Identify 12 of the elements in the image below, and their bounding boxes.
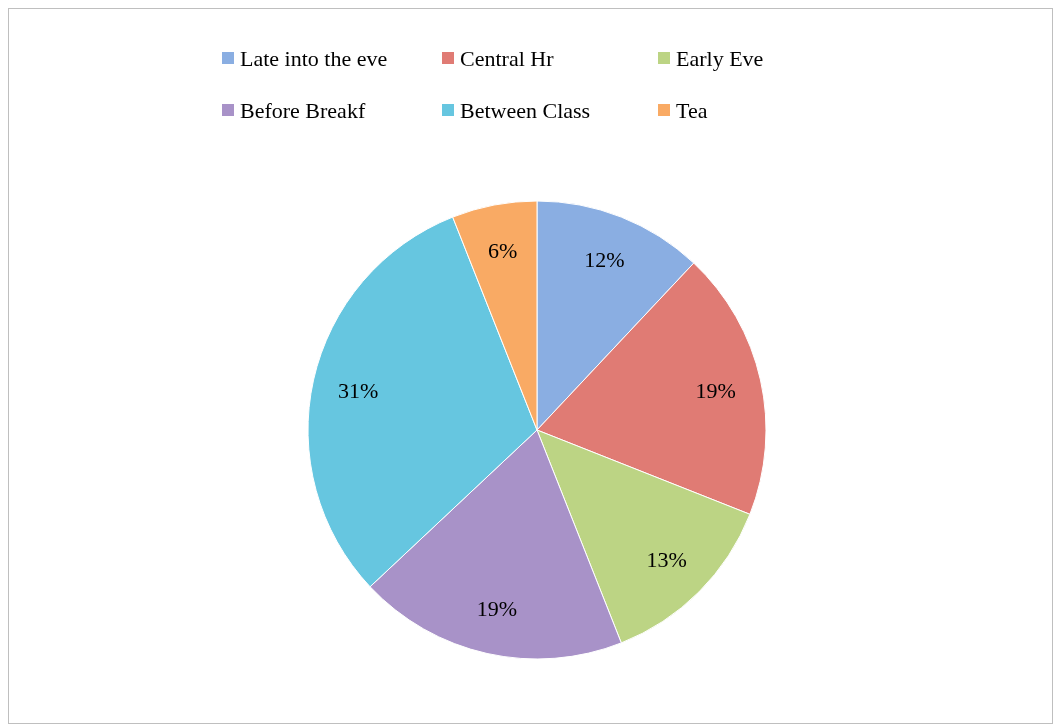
legend-label: Central Hr — [460, 45, 555, 71]
data-label: 6% — [488, 237, 518, 263]
legend-label: Early Eve — [676, 45, 764, 71]
legend-label: Between Class — [460, 97, 591, 123]
data-label: 19% — [695, 377, 736, 403]
data-label: 19% — [476, 596, 518, 622]
data-label: 31% — [338, 377, 379, 403]
legend-label: Tea — [676, 97, 708, 123]
data-label: 12% — [584, 247, 625, 273]
data-label: 13% — [646, 547, 687, 573]
legend-label: Late into the eve — [240, 45, 388, 71]
legend-label: Before Breakf — [240, 97, 366, 123]
